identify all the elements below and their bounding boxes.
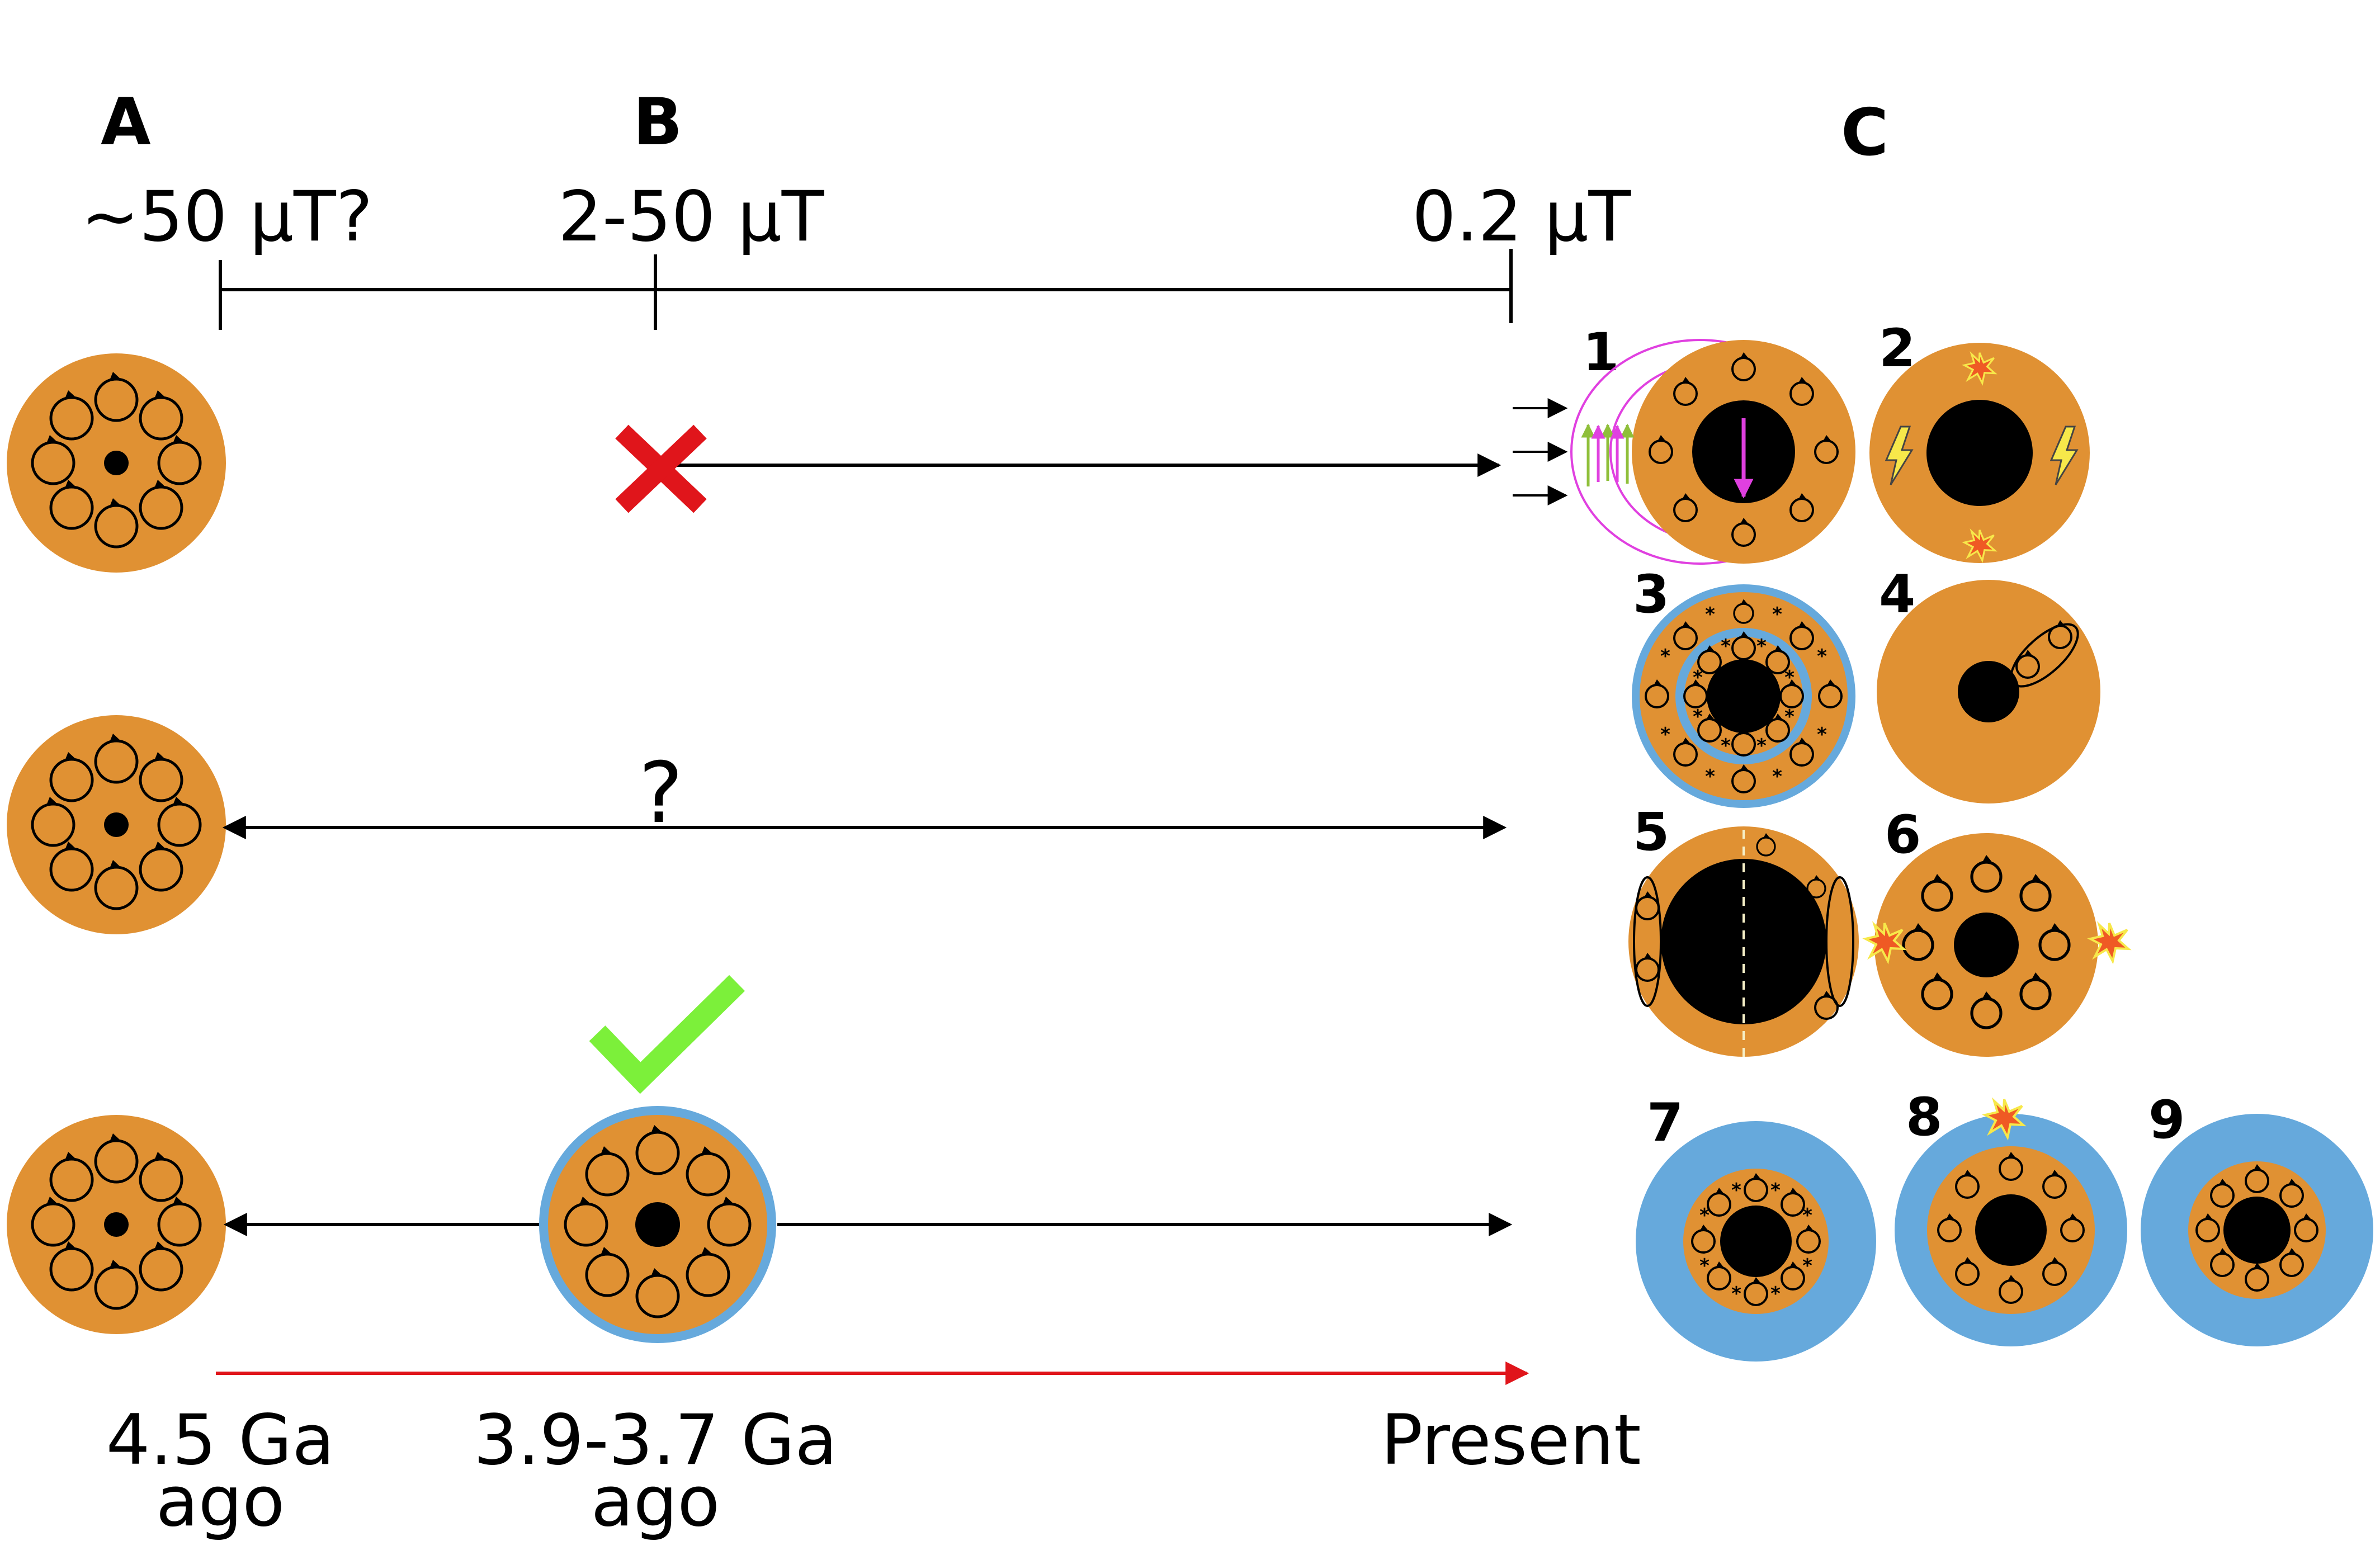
svg-text:*: *: [1699, 1255, 1710, 1277]
field-arrows-green: [1581, 423, 1635, 486]
panel-label-a: A: [101, 84, 151, 160]
planet-scenario-2: [1869, 343, 2090, 563]
planet-scenario-1: [1632, 340, 1855, 564]
panel-label-b: B: [633, 84, 682, 160]
svg-text:*: *: [1660, 724, 1670, 746]
planet-b: [539, 1106, 776, 1343]
svg-text:*: *: [1693, 706, 1703, 728]
scenario-number-8: 8: [1906, 1087, 1942, 1148]
svg-text:*: *: [1660, 645, 1670, 668]
svg-text:*: *: [1817, 724, 1827, 746]
time-label-b-line2: ago: [591, 1462, 720, 1541]
svg-text:*: *: [1770, 1283, 1781, 1305]
svg-text:*: *: [1731, 1179, 1741, 1202]
check-icon: [589, 975, 745, 1094]
time-label-a-line1: 4.5 Ga: [106, 1400, 335, 1481]
panel-label-c: C: [1841, 95, 1888, 171]
cross-icon: [615, 424, 707, 513]
svg-text:*: *: [1772, 603, 1782, 626]
svg-text:*: *: [1784, 706, 1795, 728]
svg-text:*: *: [1802, 1255, 1812, 1277]
scenario-number-3: 3: [1633, 564, 1669, 625]
field-strength-present: 0.2 µT: [1412, 177, 1632, 257]
scenario-number-5: 5: [1633, 802, 1669, 863]
scenario-number-7: 7: [1647, 1093, 1683, 1154]
planet-scenario-6: [1864, 833, 2129, 1057]
svg-text:*: *: [1756, 735, 1767, 757]
planet-a-row1: [7, 353, 226, 573]
svg-text:*: *: [1693, 666, 1703, 689]
svg-text:*: *: [1802, 1204, 1812, 1227]
field-strength-a: ~50 µT?: [81, 177, 373, 257]
time-label-a-line2: ago: [156, 1462, 285, 1541]
svg-text:*: *: [1770, 1179, 1781, 1202]
question-mark: ?: [639, 745, 683, 842]
planet-scenario-5: [1628, 826, 1859, 1062]
planet-a-row3: [7, 1115, 226, 1334]
svg-text:*: *: [1721, 735, 1731, 757]
timeline: [219, 249, 1513, 330]
field-strength-b: 2-50 µT: [558, 177, 825, 257]
time-label-b-line1: 3.9-3.7 Ga: [474, 1400, 838, 1481]
svg-text:*: *: [1705, 765, 1715, 788]
planet-scenario-7: * * * * * * * *: [1636, 1121, 1876, 1362]
scenario-number-6: 6: [1885, 805, 1921, 866]
planet-scenario-3: ** ** ** ** ** ** ** **: [1632, 584, 1855, 808]
scenario-number-9: 9: [2148, 1090, 2185, 1151]
svg-text:*: *: [1731, 1283, 1741, 1305]
scenario-number-1: 1: [1583, 322, 1619, 383]
svg-text:*: *: [1817, 645, 1827, 668]
time-label-present: Present: [1381, 1400, 1641, 1481]
svg-text:*: *: [1784, 666, 1795, 689]
planet-scenario-4: [1877, 580, 2100, 803]
planet-scenario-9: [2141, 1114, 2373, 1346]
solar-wind-arrows: [1513, 398, 1568, 505]
svg-text:*: *: [1721, 635, 1731, 658]
svg-text:*: *: [1772, 765, 1782, 788]
svg-text:*: *: [1699, 1204, 1710, 1227]
svg-text:*: *: [1756, 635, 1767, 658]
planet-a-row2: [7, 715, 226, 934]
planet-scenario-8: [1895, 1098, 2127, 1346]
svg-text:*: *: [1705, 603, 1715, 626]
